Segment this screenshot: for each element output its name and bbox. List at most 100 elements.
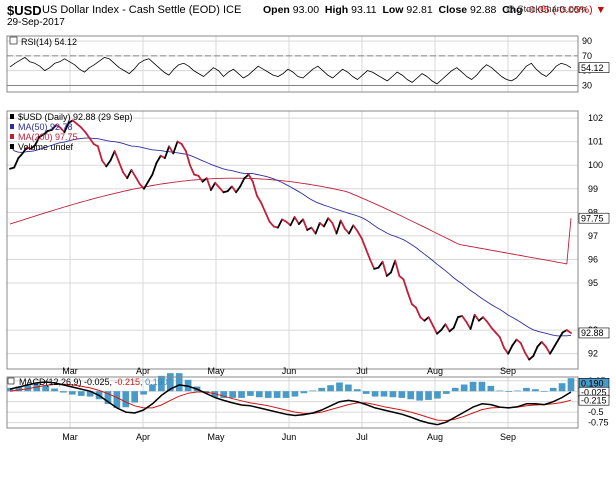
price-segment xyxy=(21,146,28,155)
macd-histogram-bar xyxy=(33,384,41,392)
price-segment xyxy=(344,227,351,235)
price-segment xyxy=(97,145,104,162)
price-segment xyxy=(540,341,547,348)
macd-month-label: Apr xyxy=(136,432,150,442)
price-segment xyxy=(536,341,543,348)
price-segment xyxy=(494,331,501,339)
price-month-label: Jul xyxy=(356,366,368,376)
macd-signal-last-value-box xyxy=(578,394,610,406)
price-segment xyxy=(465,320,472,330)
macd-histogram-bar xyxy=(211,391,219,398)
price-segment xyxy=(235,185,242,194)
macd-histogram-bar xyxy=(416,391,423,401)
price-segment xyxy=(302,218,309,231)
price-segment xyxy=(557,331,564,341)
price-segment xyxy=(327,217,334,224)
macd-histogram-bar xyxy=(540,391,548,392)
price-tick-label: 96 xyxy=(588,254,598,264)
price-month-label: Jun xyxy=(282,366,297,376)
macd-histogram-bar xyxy=(380,391,388,397)
price-segment xyxy=(34,136,41,147)
rsi-legend-swatch xyxy=(9,36,18,45)
macd-histogram-bar xyxy=(309,390,317,392)
price-segment xyxy=(402,278,409,294)
price-segment xyxy=(444,323,451,333)
price-segment xyxy=(503,346,510,355)
exchange: ICE xyxy=(222,4,242,16)
macd-histogram-bar xyxy=(327,385,334,392)
price-segment xyxy=(264,211,271,223)
low-value: 92.81 xyxy=(406,4,433,16)
macd-histogram-bar xyxy=(166,373,174,392)
price-tick-label: 100 xyxy=(588,160,603,170)
macd-tick-label: -0.5 xyxy=(588,407,604,417)
volume-legend-swatch xyxy=(10,144,14,149)
price-tick-label: 95 xyxy=(588,278,598,288)
price-segment xyxy=(117,160,124,174)
price-last-value-box xyxy=(578,327,610,339)
macd-month-label: Jul xyxy=(356,432,368,442)
price-segment xyxy=(172,140,179,155)
symbol: $USD xyxy=(7,3,42,18)
macd-histogram-bar xyxy=(478,381,486,392)
open-label: Open xyxy=(263,4,290,16)
price-segment xyxy=(143,180,150,190)
macd-histogram-bar xyxy=(558,383,566,392)
price-segment xyxy=(197,174,204,183)
price-segment xyxy=(356,230,363,240)
price-segment xyxy=(13,157,20,169)
price-segment xyxy=(126,169,133,180)
price-segment xyxy=(544,345,551,355)
price-segment xyxy=(101,159,108,168)
price-segment xyxy=(364,247,371,261)
macd-histogram-bar xyxy=(362,391,370,394)
rsi-tick-label: 90 xyxy=(582,36,592,46)
high-value: 93.11 xyxy=(351,4,377,16)
price-segment xyxy=(50,124,57,131)
ma50-legend: MA(50) 92.78 xyxy=(18,122,73,132)
price-segment xyxy=(415,306,422,319)
macd-histogram-bar xyxy=(567,378,575,392)
price-segment xyxy=(138,183,145,190)
instrument-name: US Dollar Index - Cash Settle (EOD) ICE xyxy=(42,4,241,16)
macd-histogram-bar xyxy=(389,391,397,398)
price-month-label: Mar xyxy=(62,366,78,376)
macd-month-label: Sep xyxy=(500,432,516,442)
macd-legend: MACD(12,26,9) -0.025, -0.215, 0.190 xyxy=(19,377,168,387)
price-frame xyxy=(6,110,579,370)
rsi-tick-label: 30 xyxy=(582,80,592,90)
price-segment xyxy=(314,222,321,235)
macd-histogram-bar xyxy=(505,391,513,392)
macd-histogram-bar xyxy=(532,389,539,392)
price-segment xyxy=(436,329,443,335)
price-segment xyxy=(164,145,170,160)
macd-histogram-bar xyxy=(407,391,415,400)
price-segment xyxy=(122,171,129,180)
rsi-line xyxy=(9,57,572,85)
price-segment xyxy=(448,326,455,333)
price-segment xyxy=(440,323,447,332)
macd-histogram-bar xyxy=(131,391,139,403)
price-legend: $USD (Daily) 92.88 (29 Sep) xyxy=(18,112,133,122)
macd-histogram-bar xyxy=(496,390,504,392)
price-segment xyxy=(498,336,505,349)
macd-legend-swatch xyxy=(7,377,15,385)
macd-histogram-bar xyxy=(77,391,85,396)
macd-signal-line xyxy=(9,383,572,421)
macd-histogram-bar xyxy=(300,391,308,394)
price-legend-swatch xyxy=(10,114,14,119)
open-value: 93.00 xyxy=(292,4,320,16)
price-segment xyxy=(155,154,162,164)
ohlc-readout: Open 93.00 High 93.11 Low 92.81 Close 92… xyxy=(263,4,606,16)
macd-histogram-bar xyxy=(398,391,406,398)
price-segment xyxy=(293,216,300,225)
macd-last-value: -0.025 xyxy=(581,387,607,397)
rsi-last-value-box xyxy=(578,62,610,73)
price-segment xyxy=(390,259,397,274)
price-segment xyxy=(230,185,237,194)
macd-month-label: Aug xyxy=(427,432,443,442)
price-segment xyxy=(490,326,497,334)
price-segment xyxy=(565,329,572,334)
price-segment xyxy=(130,169,137,178)
